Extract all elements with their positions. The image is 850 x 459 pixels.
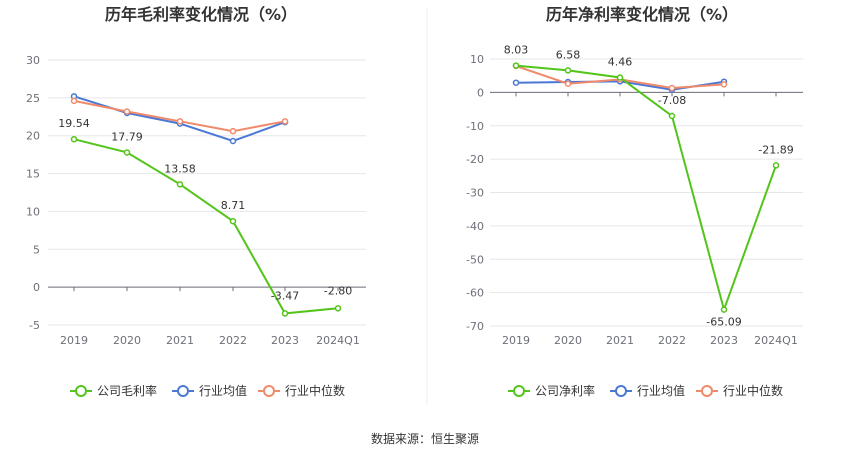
y-tick-label: 10 <box>470 53 484 66</box>
y-tick-label: 5 <box>33 243 40 256</box>
y-tick-label: -70 <box>466 320 484 333</box>
gross-margin-chart: 历年毛利率变化情况（%） -5 0 5 10 15 20 25 30 2019 2020 2021 20… <box>26 5 366 398</box>
x-tick-label: 2020 <box>113 334 141 347</box>
x-tick-label: 2019 <box>60 334 88 347</box>
y-tick-label: -5 <box>29 319 40 332</box>
data-point <box>229 127 237 135</box>
data-point <box>281 118 289 125</box>
chart-title: 历年毛利率变化情况（%） <box>105 5 297 24</box>
legend-marker <box>513 385 525 397</box>
data-point <box>70 135 78 143</box>
x-tick-label: 2022 <box>219 334 247 347</box>
y-tick-label: 0 <box>33 281 40 294</box>
data-point <box>616 74 624 81</box>
legend-marker <box>75 385 87 397</box>
data-label: 8.71 <box>221 199 246 212</box>
data-point <box>720 306 728 313</box>
net-margin-chart: 历年净利率变化情况（%） -70 -60 -50 -40 -30 -20 -10 0 10 2019… <box>466 5 803 398</box>
y-tick-label: -10 <box>466 120 484 133</box>
legend-label: 行业中位数 <box>285 383 345 398</box>
x-tick-label: 2024Q1 <box>754 334 798 347</box>
x-tick-label: 2023 <box>271 334 299 347</box>
y-tick-label: -60 <box>466 287 484 300</box>
series-line-company <box>73 138 339 315</box>
data-label: 17.79 <box>111 130 143 143</box>
data-label: 8.03 <box>504 44 529 57</box>
chart-title: 历年净利率变化情况（%） <box>546 5 738 24</box>
data-label: 4.46 <box>608 55 633 68</box>
legend-label: 公司毛利率 <box>97 383 157 398</box>
x-tick-label: 2023 <box>710 334 738 347</box>
y-tick-label: -30 <box>466 187 484 200</box>
data-label: -3.47 <box>271 289 299 302</box>
legend-label: 公司净利率 <box>535 383 595 398</box>
data-point <box>772 162 780 169</box>
legend-label: 行业中位数 <box>723 383 783 398</box>
y-tick-label: 15 <box>26 168 40 181</box>
data-label: -2.80 <box>324 284 352 297</box>
y-tick-label: 0 <box>477 86 484 99</box>
data-point <box>281 310 289 317</box>
data-label: -65.09 <box>706 316 741 329</box>
data-label: 13.58 <box>164 162 196 175</box>
data-point <box>123 149 131 156</box>
x-tick-label: 2019 <box>502 334 530 347</box>
data-point <box>668 84 676 92</box>
legend-label: 行业均值 <box>637 383 685 398</box>
data-point <box>564 67 572 74</box>
data-label: -7.08 <box>658 94 686 107</box>
data-point <box>512 79 520 86</box>
legend-label: 行业均值 <box>199 383 247 398</box>
x-tick-label: 2021 <box>166 334 194 347</box>
data-label: 19.54 <box>58 117 90 130</box>
data-point <box>229 217 237 225</box>
legend-marker <box>263 385 275 397</box>
data-point <box>176 118 184 125</box>
y-tick-label: 25 <box>26 92 40 105</box>
data-point <box>564 80 572 87</box>
data-label: -21.89 <box>758 143 793 156</box>
x-tick-label: 2022 <box>658 334 686 347</box>
y-tick-label: -20 <box>466 153 484 166</box>
y-tick-label: -50 <box>466 253 484 266</box>
data-point <box>334 305 342 312</box>
series-line-company <box>515 64 777 313</box>
x-tick-label: 2020 <box>554 334 582 347</box>
legend-marker <box>615 385 627 397</box>
data-point <box>70 97 78 105</box>
data-point <box>720 81 728 88</box>
x-tick-label: 2024Q1 <box>316 334 360 347</box>
y-tick-label: 20 <box>26 130 40 143</box>
data-point <box>229 137 237 145</box>
x-tick-label: 2021 <box>606 334 634 347</box>
y-tick-label: 10 <box>26 205 40 218</box>
data-point <box>176 181 184 188</box>
legend-marker <box>177 385 189 397</box>
y-tick-label: -40 <box>466 220 484 233</box>
data-point <box>668 112 676 120</box>
data-point <box>512 62 520 69</box>
y-tick-label: 30 <box>26 54 40 67</box>
data-point <box>123 108 131 115</box>
data-label: 6.58 <box>556 48 581 61</box>
legend-marker <box>701 385 713 397</box>
source-label: 数据来源：恒生聚源 <box>371 431 479 446</box>
